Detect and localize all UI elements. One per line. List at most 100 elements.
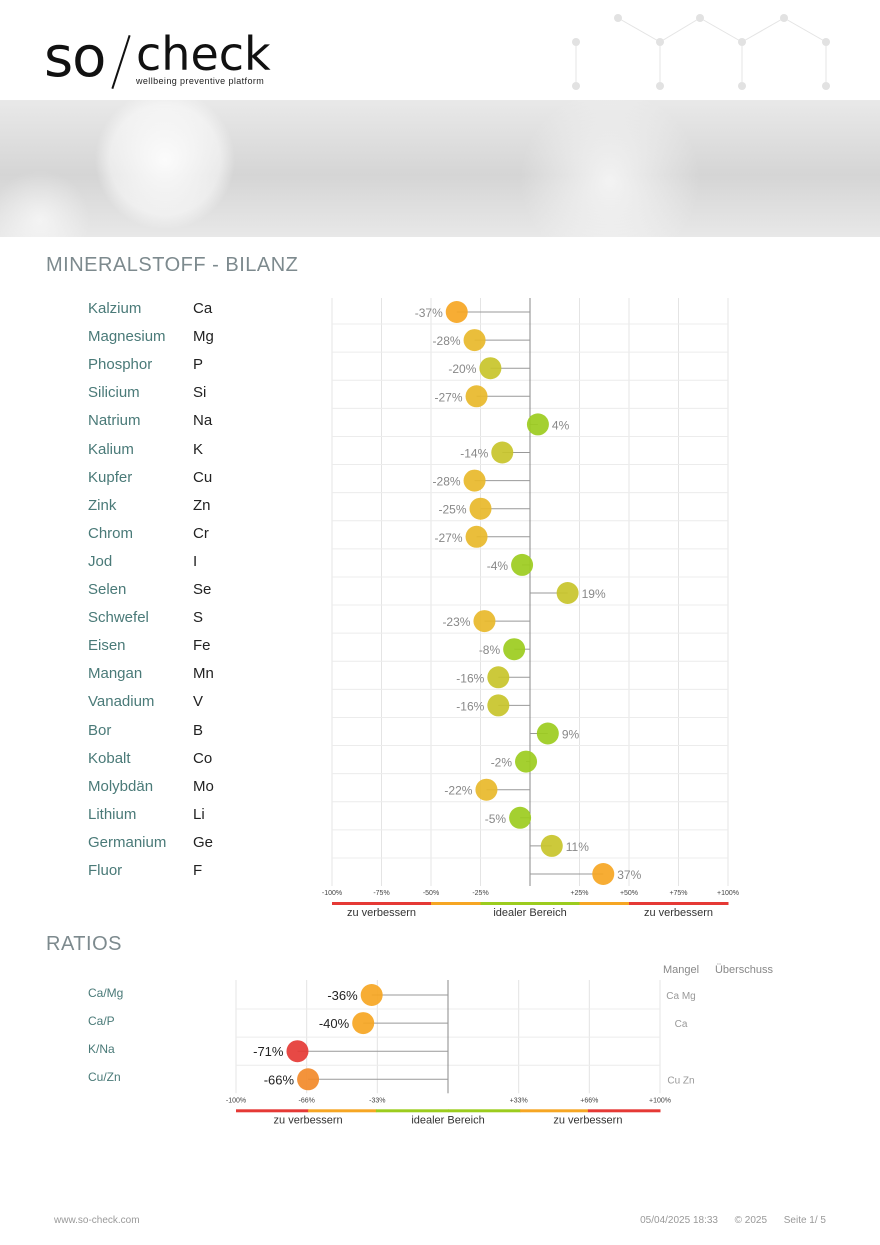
ratios-section-title: RATIOS bbox=[46, 933, 122, 955]
ratio-name: K/Na bbox=[88, 1042, 115, 1057]
scale-segment bbox=[308, 1109, 377, 1113]
scale-segment bbox=[236, 1109, 309, 1113]
value-marker bbox=[487, 694, 510, 717]
scale-segment bbox=[332, 902, 382, 905]
mineral-balance-chart: -100% -75% -50% -25% +25% +50% +75% +100% -37% -2… bbox=[322, 298, 739, 919]
mineral-symbol: Cr bbox=[193, 524, 209, 542]
value-label: -22% bbox=[444, 784, 472, 798]
value-label: -40% bbox=[319, 1016, 350, 1031]
ratio-name: Ca/Mg bbox=[88, 986, 124, 1000]
mineral-name: Vanadium bbox=[88, 693, 155, 711]
x-tick-label: +75% bbox=[669, 890, 687, 897]
mineral-symbol: Mo bbox=[193, 777, 214, 795]
x-tick-label: -50% bbox=[423, 890, 439, 897]
value-marker bbox=[473, 610, 496, 633]
value-label: 4% bbox=[552, 418, 570, 432]
mineral-name: Zink bbox=[88, 496, 117, 514]
scale-segment bbox=[381, 902, 432, 905]
scale-segment bbox=[448, 1109, 521, 1113]
ueberschuss-header: Überschuss bbox=[715, 964, 774, 976]
value-marker bbox=[491, 441, 514, 464]
mineral-symbol: Ge bbox=[193, 833, 214, 851]
scale-label: idealer Bereich bbox=[411, 1114, 484, 1125]
mineral-name: Fluor bbox=[88, 862, 123, 879]
footer-website[interactable]: www.so-check.com bbox=[54, 1215, 140, 1226]
mineral-name: Kalium bbox=[88, 440, 134, 458]
value-label: -16% bbox=[456, 671, 484, 685]
value-marker bbox=[463, 469, 486, 492]
value-marker bbox=[286, 1040, 309, 1063]
scale-label: zu verbessern bbox=[644, 907, 713, 919]
x-tick-label: -100% bbox=[226, 1097, 246, 1104]
value-label: -66% bbox=[264, 1072, 295, 1087]
value-marker bbox=[469, 497, 492, 520]
scale-segment bbox=[375, 1109, 449, 1113]
mineral-name: Eisen bbox=[88, 637, 126, 655]
x-tick-label: -33% bbox=[369, 1097, 385, 1104]
value-label: -28% bbox=[433, 475, 461, 489]
mineral-symbol: Ca bbox=[193, 300, 213, 317]
mineral-symbol: Li bbox=[193, 805, 205, 823]
mineral-name: Magnesium bbox=[88, 328, 166, 346]
mineral-symbol: P bbox=[193, 356, 204, 374]
value-label: -36% bbox=[327, 988, 358, 1003]
mineral-name: Selen bbox=[88, 581, 127, 598]
minerals-section-title: MINERALSTOFF - BILANZ bbox=[46, 254, 299, 276]
value-marker bbox=[503, 638, 526, 661]
mineral-symbol: Cu bbox=[193, 468, 213, 486]
x-tick-label: +66% bbox=[580, 1097, 598, 1104]
value-marker bbox=[352, 1012, 375, 1035]
scale-segment bbox=[678, 902, 729, 905]
scale-label: idealer Bereich bbox=[493, 907, 566, 919]
scale-segment bbox=[431, 902, 481, 905]
mineral-symbol: K bbox=[193, 440, 204, 458]
x-tick-label: +33% bbox=[510, 1097, 528, 1104]
value-label: -23% bbox=[442, 615, 470, 629]
logo-tagline: wellbeing preventive platform bbox=[136, 76, 265, 86]
value-marker bbox=[526, 413, 549, 436]
scale-segment bbox=[530, 902, 580, 905]
x-tick-label: -66% bbox=[298, 1097, 314, 1104]
mineral-symbol: S bbox=[193, 609, 204, 627]
value-marker bbox=[475, 778, 498, 801]
footer-meta: 05/04/2025 18:33 © 2025 Seite 1/ 5 bbox=[640, 1215, 826, 1226]
x-tick-label: +100% bbox=[649, 1097, 671, 1104]
molecule-decoration bbox=[572, 14, 830, 90]
mineral-symbol: Na bbox=[193, 412, 213, 430]
mineral-name: Bor bbox=[88, 721, 112, 739]
logo-so-text: so bbox=[44, 25, 106, 90]
value-marker bbox=[360, 984, 383, 1006]
value-label: -16% bbox=[456, 699, 484, 713]
mineral-name: Silicium bbox=[88, 384, 140, 402]
mineral-symbol: F bbox=[193, 862, 203, 879]
value-marker bbox=[509, 806, 532, 829]
value-marker bbox=[465, 385, 488, 408]
scale-segment bbox=[480, 902, 531, 905]
value-label: -28% bbox=[433, 334, 461, 348]
value-marker bbox=[297, 1068, 320, 1091]
value-marker bbox=[592, 863, 615, 885]
value-label: -27% bbox=[435, 531, 463, 545]
value-label: -37% bbox=[415, 306, 443, 320]
value-label: -14% bbox=[460, 447, 488, 461]
mangel-header: Mangel bbox=[663, 964, 699, 976]
value-marker bbox=[511, 553, 534, 576]
mineral-name: Germanium bbox=[88, 833, 167, 851]
value-label: -27% bbox=[435, 390, 463, 404]
scale-label: zu verbessern bbox=[553, 1114, 622, 1125]
ratio-name: Cu/Zn bbox=[88, 1070, 121, 1085]
logo-slash bbox=[111, 35, 131, 89]
header-banner bbox=[0, 100, 880, 237]
scale-segment bbox=[520, 1109, 589, 1113]
value-marker bbox=[515, 750, 538, 773]
mineral-name: Kalzium bbox=[88, 300, 142, 317]
mineral-symbol: Zn bbox=[193, 496, 211, 514]
mineral-symbol: Se bbox=[193, 581, 212, 598]
x-tick-label: -100% bbox=[322, 890, 342, 897]
mangel-value: Ca bbox=[675, 1019, 688, 1030]
mineral-name: Schwefel bbox=[88, 609, 149, 627]
mineral-name: Lithium bbox=[88, 805, 137, 823]
x-tick-label: +50% bbox=[620, 890, 638, 897]
x-tick-label: +25% bbox=[570, 890, 588, 897]
mineral-name: Molybdän bbox=[88, 777, 154, 795]
